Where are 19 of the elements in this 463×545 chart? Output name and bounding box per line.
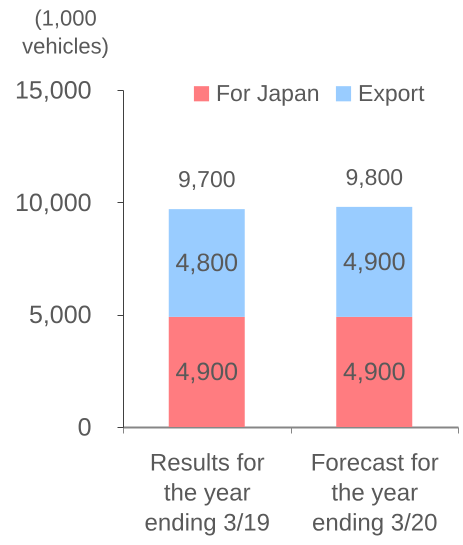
legend-label: Export	[358, 80, 426, 106]
legend-label: For Japan	[216, 80, 320, 106]
bar	[336, 206, 412, 317]
total-label: 9,800	[345, 164, 404, 190]
y-tick-label: 0	[78, 414, 92, 442]
data-label: 4,800	[175, 248, 238, 277]
bar	[336, 316, 412, 427]
x-tick-label: Forecast for the year ending 3/20	[310, 450, 439, 536]
x-tick-label: Results for the year ending 3/19	[144, 450, 270, 536]
data-label: 4,900	[342, 358, 406, 386]
bar	[168, 316, 245, 427]
data-label: 4,900	[342, 248, 406, 276]
data-label: 4,900	[175, 358, 238, 386]
total-label: 9,700	[178, 166, 236, 192]
y-tick-label: 15,000	[15, 76, 92, 104]
y-tick-label: 10,000	[15, 188, 92, 217]
bar	[168, 209, 245, 317]
y-axis-title: (1,000 vehicles)	[22, 6, 109, 58]
y-tick-label: 5,000	[28, 301, 92, 330]
